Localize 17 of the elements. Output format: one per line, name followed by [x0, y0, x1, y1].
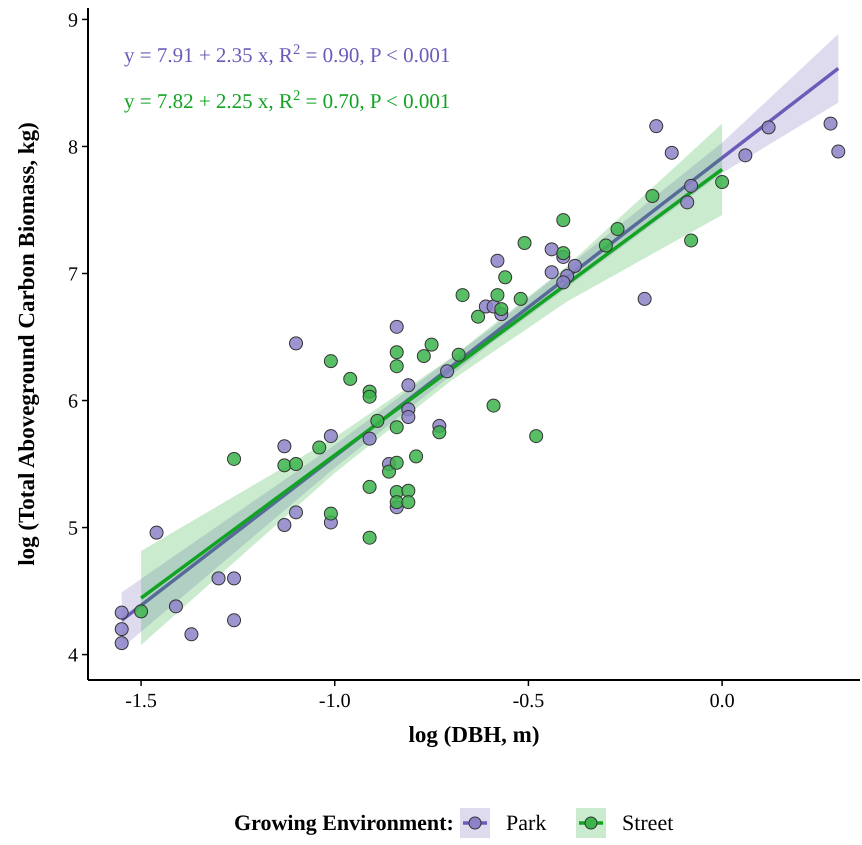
- y-tick-label: 4: [68, 644, 78, 667]
- y-tick-label: 5: [68, 518, 78, 540]
- x-tick-label: -1.5: [125, 690, 157, 712]
- x-axis-title: log (DBH, m): [408, 722, 540, 748]
- x-tick-label: 0.0: [710, 690, 735, 712]
- y-tick-label: 7: [68, 263, 78, 286]
- y-tick-label: 8: [68, 136, 78, 158]
- x-tick-label: -1.0: [318, 690, 351, 712]
- legend-label: Park: [506, 810, 546, 835]
- legend-label: Street: [622, 810, 674, 835]
- y-tick-label: 9: [68, 9, 78, 32]
- x-tick-label: -0.5: [512, 690, 544, 712]
- y-axis-title: log (Total Aboveground Carbon Biomass, kg): [14, 122, 40, 566]
- annotation: y = 7.91 + 2.35 x, R$^{2}$ = 0.90, P < 0.001: [124, 42, 450, 67]
- annotation: y = 7.82 + 2.25 x, R$^{2}$ = 0.70, P < 0.001: [124, 88, 450, 113]
- legend-title: Growing Environment:: [234, 810, 454, 835]
- y-tick-label: 6: [68, 390, 78, 413]
